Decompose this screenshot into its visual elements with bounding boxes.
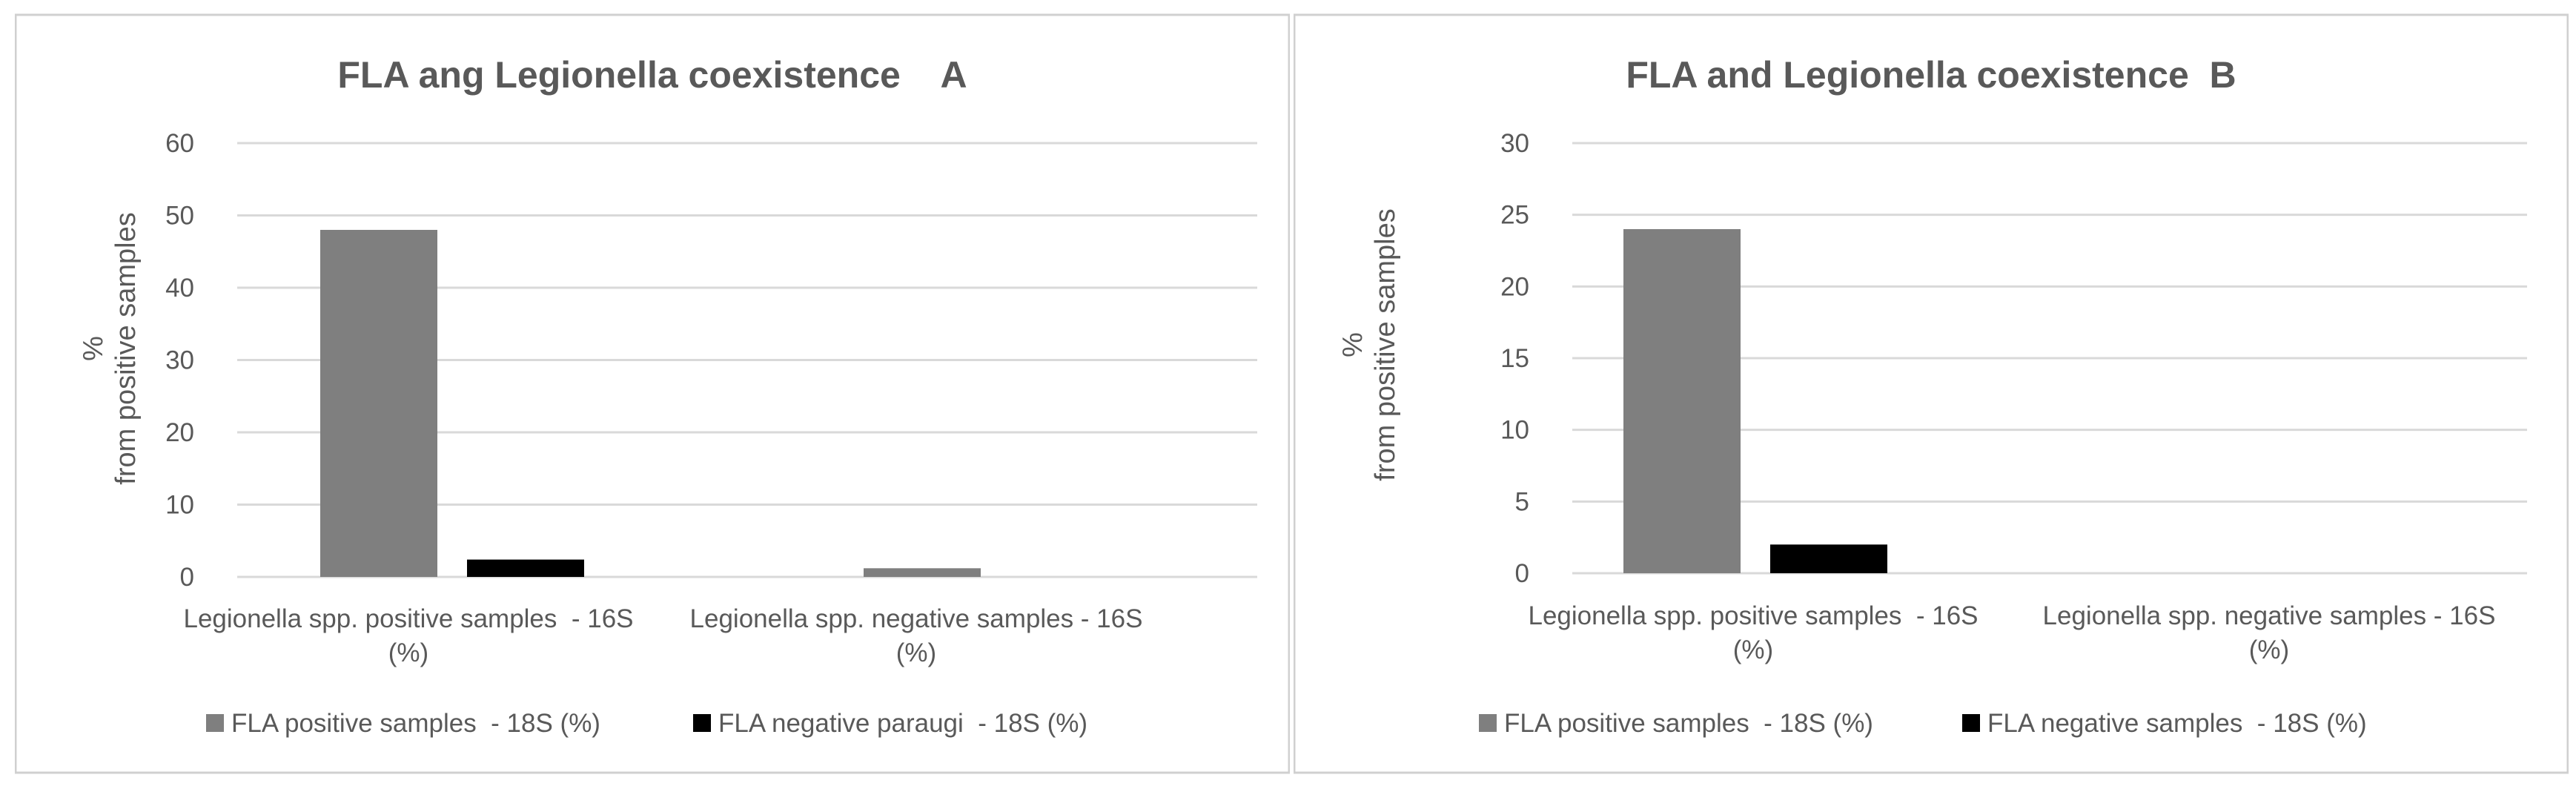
chart-a-legend-label-positive: FLA positive samples - 18S (%): [231, 709, 600, 738]
chart-b-legend: FLA positive samples - 18S (%) FLA negat…: [1479, 709, 2367, 738]
chart-a-ylabel-line2: from positive samples: [110, 212, 142, 484]
chart-a-bar-fla-positive: [320, 230, 437, 577]
chart-a-xtick-label: (%): [388, 638, 428, 667]
chart-a-legend-swatch-positive: [206, 714, 224, 732]
chart-b-bar-fla-negative: [1770, 544, 1887, 573]
chart-b-ytick-label: 5: [1515, 487, 1529, 516]
chart-b-title: FLA and Legionella coexistence B: [1626, 54, 2236, 96]
chart-a-y-axis-title: % from positive samples: [78, 212, 142, 484]
chart-b-xtick-label: Legionella spp. negative samples - 16S: [2043, 601, 2496, 630]
chart-b-border: [1294, 13, 2569, 774]
chart-b-legend-label-negative: FLA negative samples - 18S (%): [1987, 709, 2367, 738]
chart-a-ytick-label: 0: [180, 563, 194, 592]
chart-a-ytick-label: 50: [165, 202, 194, 231]
chart-b-xtick-label: Legionella spp. positive samples - 16S: [1528, 601, 1978, 630]
chart-a-border: [15, 13, 1290, 774]
chart-a-legend-label-negative: FLA negative paraugi - 18S (%): [718, 709, 1087, 738]
chart-a-x-axis: Legionella spp. positive samples - 16S (…: [183, 604, 1142, 667]
chart-a-xtick-label: Legionella spp. negative samples - 16S: [690, 604, 1143, 633]
chart-a-title: FLA ang Legionella coexistence A: [337, 54, 967, 96]
chart-a-ytick-label: 60: [165, 129, 194, 158]
chart-a-ytick-label: 20: [165, 418, 194, 447]
chart-a-legend-swatch-negative: [693, 714, 711, 732]
chart-a-bars: [320, 230, 981, 577]
chart-b-ytick-label: 30: [1500, 129, 1529, 158]
chart-b-legend-label-positive: FLA positive samples - 18S (%): [1504, 709, 1873, 738]
chart-b-ytick-label: 0: [1515, 559, 1529, 588]
chart-b-xtick-label: (%): [2249, 636, 2289, 664]
chart-a-legend: FLA positive samples - 18S (%) FLA negat…: [206, 709, 1087, 738]
chart-b-ytick-label: 25: [1500, 201, 1529, 230]
chart-a-xtick-label: (%): [896, 638, 936, 667]
chart-a-bar-fla-negative: [467, 559, 584, 577]
chart-a-xtick-label: Legionella spp. positive samples - 16S: [183, 604, 633, 633]
chart-a-svg: FLA ang Legionella coexistence A % from …: [15, 13, 1290, 774]
chart-a-ytick-label: 30: [165, 346, 194, 375]
chart-b-svg: FLA and Legionella coexistence B % from …: [1294, 13, 2569, 774]
chart-a-ytick-label: 10: [165, 491, 194, 520]
chart-b-legend-swatch-positive: [1479, 714, 1497, 732]
chart-b-xtick-label: (%): [1733, 636, 1773, 664]
chart-b-bars: [1623, 229, 1887, 573]
chart-b-bar-fla-positive: [1623, 229, 1741, 573]
chart-b-ylabel-line2: from positive samples: [1370, 208, 1401, 481]
chart-b-ytick-label: 15: [1500, 344, 1529, 373]
chart-a-bar-fla-positive: [864, 568, 981, 577]
chart-b-ytick-label: 10: [1500, 416, 1529, 445]
chart-b-ylabel-line1: %: [1337, 332, 1368, 357]
chart-b-y-axis-title: % from positive samples: [1337, 208, 1401, 481]
chart-panel-a: FLA ang Legionella coexistence A % from …: [15, 0, 1290, 789]
chart-b-ytick-label: 20: [1500, 272, 1529, 301]
chart-a-ytick-label: 40: [165, 274, 194, 303]
chart-b-x-axis: Legionella spp. positive samples - 16S (…: [1528, 601, 2495, 664]
chart-panel-b: FLA and Legionella coexistence B % from …: [1294, 0, 2569, 789]
chart-b-legend-swatch-negative: [1962, 714, 1980, 732]
chart-a-ylabel-line1: %: [78, 336, 109, 361]
